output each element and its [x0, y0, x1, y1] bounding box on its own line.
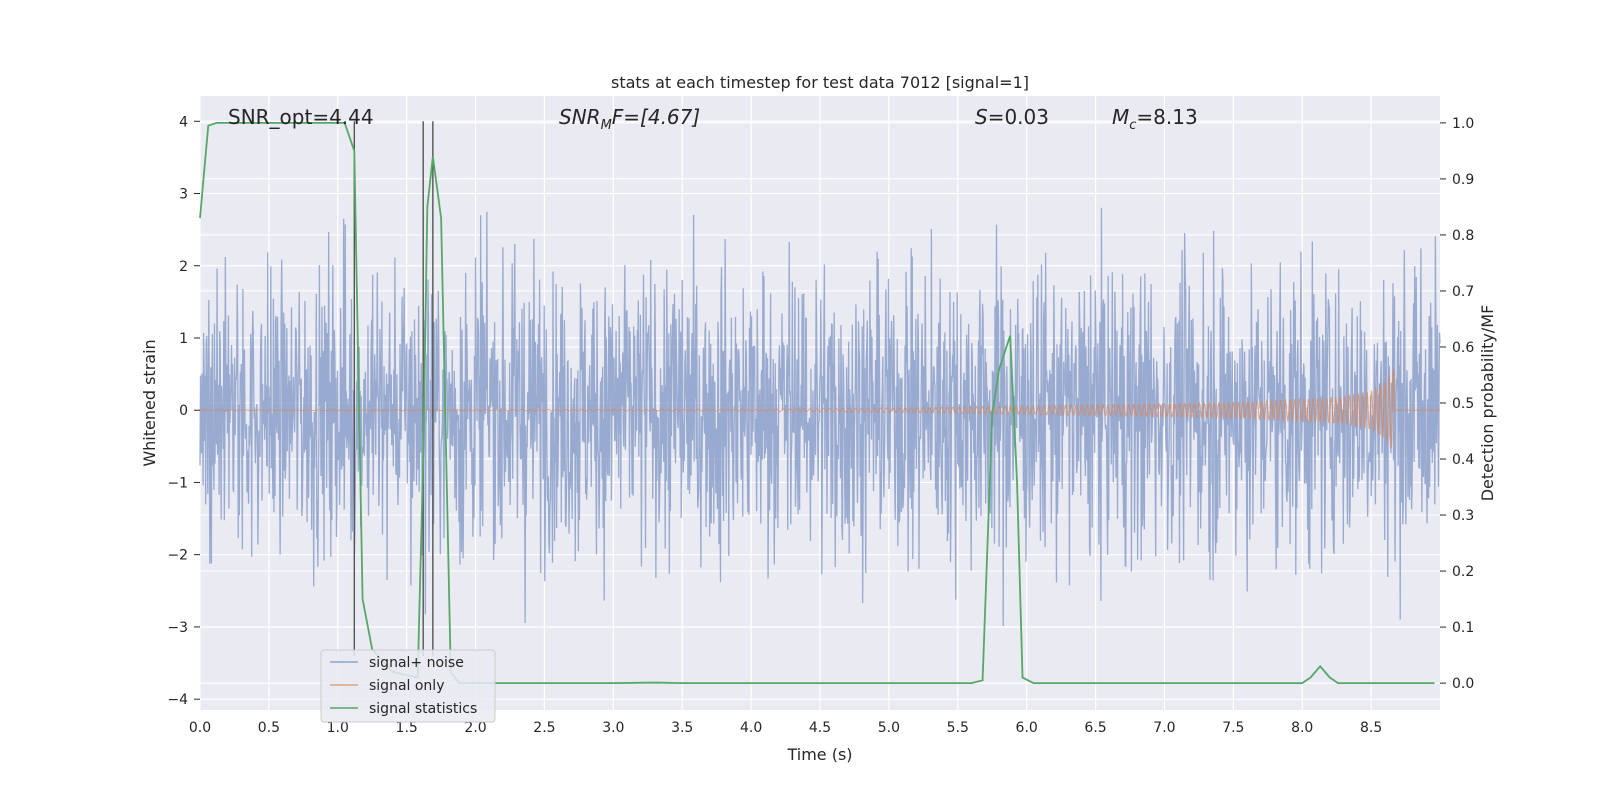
legend: signal+ noise signal only signal statist…	[320, 649, 496, 723]
annotation-mc: Mc=8.13	[1112, 105, 1198, 133]
legend-label-signal-noise: signal+ noise	[369, 655, 464, 671]
y-right-tick-label: 0.2	[1452, 564, 1474, 580]
y-left-tick-label: −2	[167, 548, 188, 564]
signal-noise-series	[199, 207, 1441, 627]
x-axis-label: Time (s)	[786, 745, 852, 764]
x-tick-label: 7.5	[1222, 720, 1244, 736]
legend-box	[320, 649, 496, 723]
x-tick-label: 7.0	[1153, 720, 1175, 736]
x-tick-label: 5.0	[878, 720, 900, 736]
x-tick-label: 6.5	[1084, 720, 1106, 736]
x-tick-label: 8.5	[1360, 720, 1382, 736]
x-tick-label: 2.0	[464, 720, 486, 736]
x-tick-label: 4.5	[809, 720, 831, 736]
y-left-tick-label: −1	[167, 475, 188, 491]
signal-statistics-line	[199, 121, 1435, 685]
y-left-tick-label: −3	[167, 620, 188, 636]
x-tick-label: 0.5	[258, 720, 280, 736]
s-symbol: S	[975, 105, 988, 129]
y-right-tick-label: 0.7	[1452, 284, 1474, 300]
y-right-tick-label: 0.3	[1452, 508, 1474, 524]
y-right-tick-label: 0.8	[1452, 228, 1474, 244]
chart-title: stats at each timestep for test data 701…	[611, 73, 1029, 92]
annotation-s: S=0.03	[975, 105, 1049, 129]
signal-only-line	[199, 369, 1440, 449]
mc-symbol: M	[1112, 105, 1129, 129]
y-right-tick-label: 0.5	[1452, 396, 1474, 412]
s-rest: =0.03	[988, 105, 1049, 129]
y-right-tick-label: 0.9	[1452, 172, 1474, 188]
x-tick-label: 1.0	[327, 720, 349, 736]
snr-mf-subscript: M	[601, 118, 612, 133]
x-tick-label: 0.0	[189, 720, 211, 736]
annotation-snr-mf: SNRMF=[4.67]	[559, 105, 700, 133]
y-axis-label-left: Whitened strain	[140, 339, 159, 466]
y-left-tick-label: −4	[167, 692, 188, 708]
snr-mf-rest: F=[4.67]	[612, 105, 700, 129]
signal-only-series	[199, 369, 1440, 449]
x-tick-label: 3.0	[602, 720, 624, 736]
signal-noise-line	[199, 207, 1441, 627]
x-tick-label: 5.5	[947, 720, 969, 736]
y-right-tick-label: 1.0	[1452, 116, 1474, 132]
y-right-tick-label: 0.1	[1452, 620, 1474, 636]
x-tick-label: 3.5	[671, 720, 693, 736]
legend-label-signal-statistics: signal statistics	[369, 701, 477, 717]
annotation-snr-opt: SNR_opt=4.44	[228, 105, 374, 129]
y-axis-label-right: Detection probability/MF	[1478, 305, 1497, 502]
signal-statistics-series	[199, 121, 1435, 685]
vertical-markers	[353, 121, 434, 656]
x-tick-label: 6.0	[1016, 720, 1038, 736]
x-tick-label: 4.0	[740, 720, 762, 736]
y-left-tick-label: 1	[179, 331, 188, 347]
y-right-tick-label: 0.0	[1452, 676, 1474, 692]
tick-labels: 0.0 0.5 1.0 1.5 2.0 2.5 3.0 3.5 4.0 4.5 5.0 5.5 6.0 6…	[167, 114, 1474, 736]
snr-mf-symbol: SNR	[559, 105, 601, 129]
y-left-tick-label: 2	[179, 259, 188, 275]
y-right-tick-label: 0.4	[1452, 452, 1474, 468]
mc-subscript: c	[1129, 118, 1136, 133]
mc-rest: =8.13	[1136, 105, 1197, 129]
y-left-tick-label: 4	[179, 114, 188, 130]
x-tick-label: 1.5	[396, 720, 418, 736]
y-left-tick-label: 0	[179, 403, 188, 419]
y-right-tick-label: 0.6	[1452, 340, 1474, 356]
x-tick-label: 2.5	[533, 720, 555, 736]
x-tick-label: 8.0	[1291, 720, 1313, 736]
legend-label-signal-only: signal only	[369, 678, 444, 694]
y-left-tick-label: 3	[179, 187, 188, 203]
